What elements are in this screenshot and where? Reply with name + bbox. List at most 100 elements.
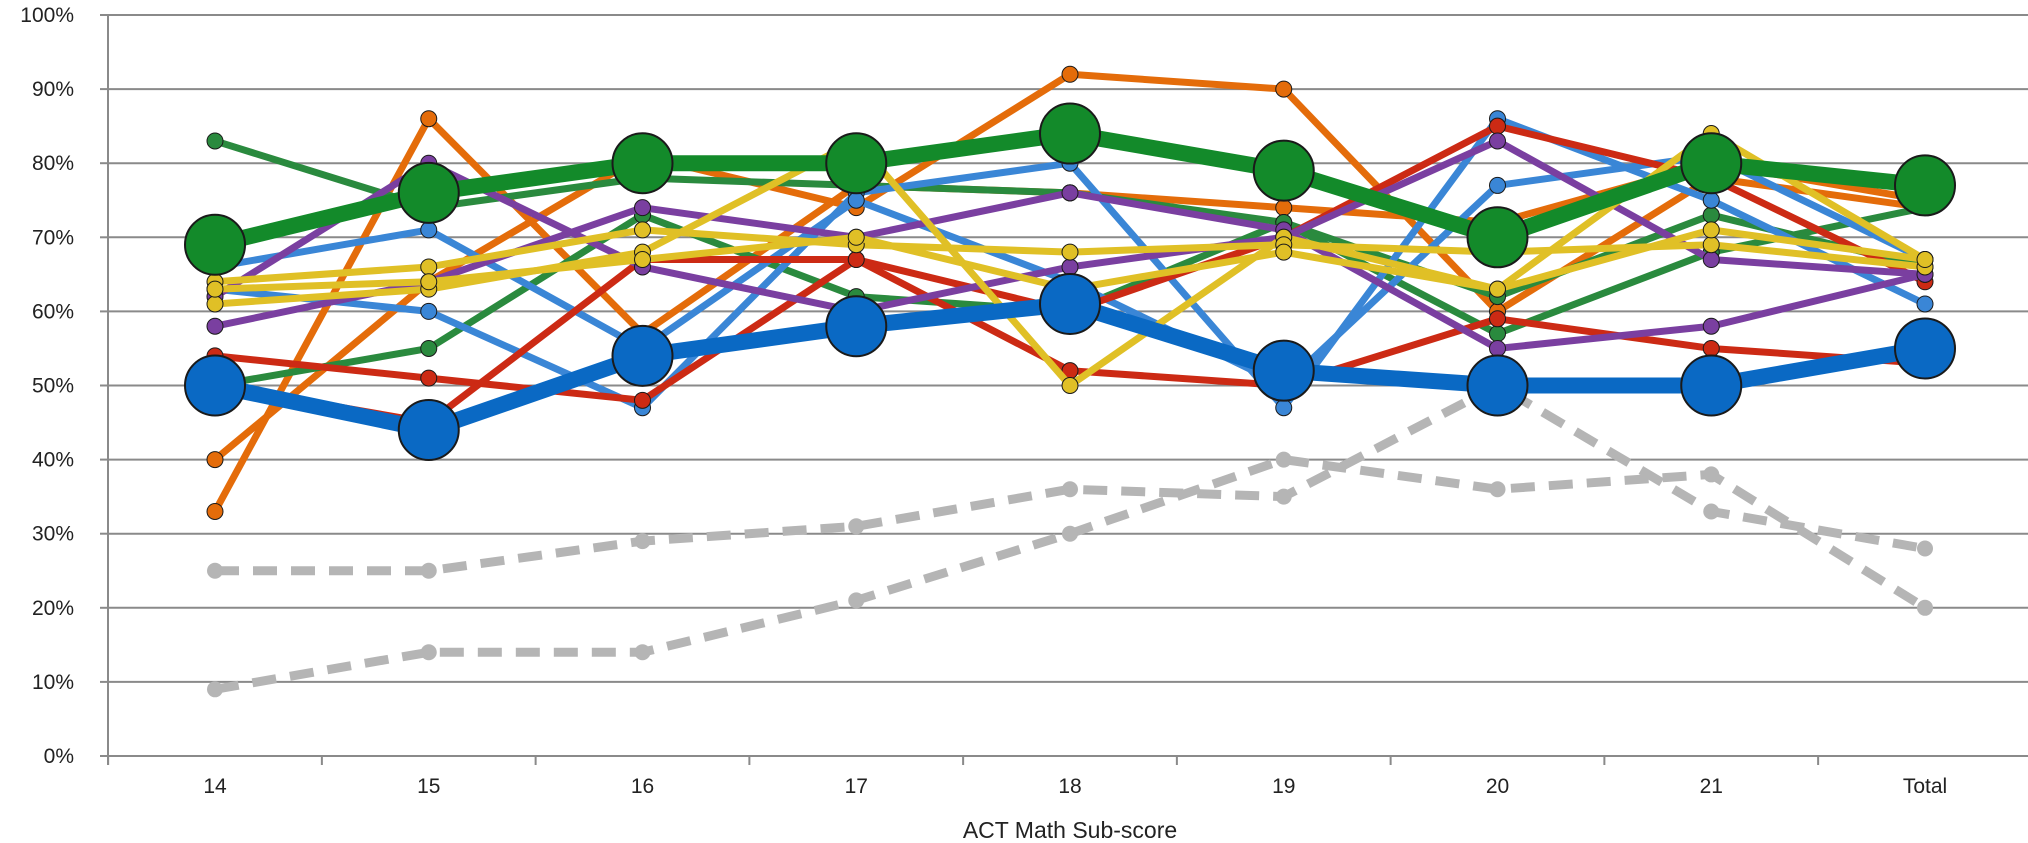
data-point xyxy=(1916,295,1934,313)
y-tick-label: 70% xyxy=(32,226,74,249)
data-point xyxy=(420,221,438,239)
data-point xyxy=(1917,599,1933,616)
data-point xyxy=(1489,325,1506,343)
data-point xyxy=(1702,191,1720,209)
data-point xyxy=(1275,451,1292,468)
data-point xyxy=(634,251,651,269)
data-point xyxy=(611,324,674,387)
data-point xyxy=(1466,354,1529,417)
data-point xyxy=(420,562,437,579)
data-point xyxy=(1275,488,1292,505)
data-point xyxy=(634,644,651,661)
data-point xyxy=(420,644,437,661)
data-point xyxy=(1489,176,1506,194)
data-point xyxy=(1916,251,1934,269)
data-point xyxy=(1489,132,1506,150)
data-point xyxy=(1917,540,1933,557)
x-tick-label: 16 xyxy=(631,775,654,798)
data-point xyxy=(1275,80,1293,98)
data-point xyxy=(420,302,438,320)
data-point xyxy=(420,369,438,387)
data-point xyxy=(1680,354,1743,417)
data-point xyxy=(1061,377,1079,394)
data-point xyxy=(1702,317,1720,335)
data-point xyxy=(1894,317,1956,380)
series-13 xyxy=(207,377,1933,579)
data-point xyxy=(1489,117,1506,135)
series-group xyxy=(184,65,1956,698)
data-point xyxy=(397,398,460,461)
x-tick-label: 20 xyxy=(1486,775,1509,798)
data-point xyxy=(1702,251,1720,269)
axes xyxy=(100,14,1820,765)
data-point xyxy=(1894,154,1956,217)
data-point xyxy=(206,502,224,520)
y-tick-label: 90% xyxy=(32,78,74,101)
data-point xyxy=(847,228,865,246)
data-point xyxy=(1062,481,1078,498)
data-point xyxy=(1703,466,1720,483)
data-point xyxy=(825,295,888,358)
y-tick-label: 0% xyxy=(44,745,74,768)
data-point xyxy=(1039,272,1101,335)
data-point xyxy=(207,562,223,579)
data-point xyxy=(1703,503,1720,520)
y-tick-label: 30% xyxy=(32,523,74,546)
data-point xyxy=(420,258,438,276)
data-point xyxy=(1275,243,1293,261)
y-tick-label: 100% xyxy=(20,4,74,27)
y-tick-label: 60% xyxy=(32,300,74,323)
y-tick-label: 20% xyxy=(32,597,74,620)
data-point xyxy=(206,295,224,313)
data-point xyxy=(1252,339,1315,402)
data-point xyxy=(1702,339,1720,357)
y-tick-label: 40% xyxy=(32,449,74,472)
x-tick-label: 18 xyxy=(1058,775,1081,798)
x-tick-label: 14 xyxy=(203,775,227,798)
data-point xyxy=(206,317,224,335)
data-point xyxy=(847,191,865,209)
data-point xyxy=(1061,65,1079,83)
series-16 xyxy=(184,102,1956,276)
data-point xyxy=(206,132,224,150)
data-point xyxy=(1275,399,1293,417)
series-line xyxy=(215,381,1926,576)
y-tick-label: 80% xyxy=(32,152,74,175)
data-point xyxy=(420,110,438,128)
data-point xyxy=(1489,481,1506,498)
x-tick-label: 19 xyxy=(1272,775,1295,798)
data-point xyxy=(1061,243,1079,261)
data-point xyxy=(634,533,651,550)
data-point xyxy=(634,221,651,239)
data-point xyxy=(847,251,865,269)
data-point xyxy=(1275,199,1293,217)
axis-labels: ACT Math Sub-score 0% 10% 20% 30% 40% 50% 60% 7… xyxy=(20,4,1947,843)
data-point xyxy=(1466,206,1529,269)
x-tick-label: 21 xyxy=(1700,775,1723,798)
y-tick-label: 50% xyxy=(32,375,74,398)
series-14 xyxy=(207,451,1933,698)
data-point xyxy=(1702,221,1720,239)
x-tick-label: 15 xyxy=(417,775,440,798)
data-point xyxy=(1489,339,1506,357)
x-axis-title: ACT Math Sub-score xyxy=(963,817,1177,843)
data-point xyxy=(848,518,865,535)
data-point xyxy=(634,391,651,409)
data-point xyxy=(1489,310,1506,328)
data-point xyxy=(1252,139,1315,202)
data-point xyxy=(1680,132,1743,195)
data-point xyxy=(1062,525,1078,542)
data-point xyxy=(1061,258,1079,276)
data-point xyxy=(1489,280,1506,298)
y-tick-label: 10% xyxy=(32,671,74,694)
data-point xyxy=(206,280,224,298)
data-point xyxy=(1039,102,1101,165)
data-point xyxy=(634,199,651,217)
x-tick-label: Total xyxy=(1903,775,1947,798)
data-point xyxy=(206,451,224,469)
data-point xyxy=(420,273,438,291)
data-point xyxy=(184,354,246,417)
x-tick-label: 17 xyxy=(845,775,868,798)
